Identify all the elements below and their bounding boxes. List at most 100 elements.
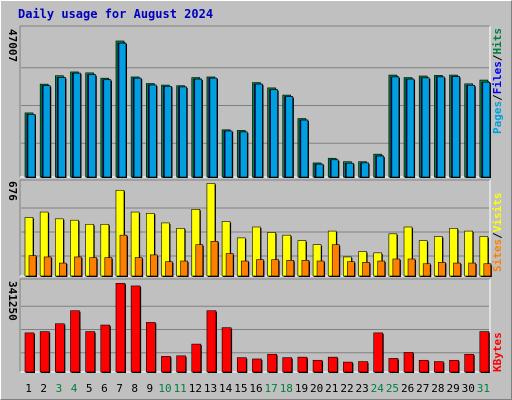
pages-bar [391, 76, 400, 178]
kbytes-bar [70, 310, 80, 373]
kbytes-bar [282, 357, 293, 373]
pages-bar [179, 86, 187, 178]
pages-bar [88, 74, 96, 178]
pages-bar [346, 162, 354, 178]
kbytes-bar [145, 322, 156, 373]
kbytes-bar [267, 353, 277, 373]
sites-bar [195, 244, 204, 277]
x-tick-label: 29 [446, 382, 459, 395]
sites-bar [422, 263, 431, 277]
legend-sites: Sites [491, 239, 504, 272]
pages-bar [315, 163, 324, 178]
x-tick-label: 13 [204, 382, 217, 395]
legend-visits: Visits [491, 193, 504, 233]
x-tick-label: 15 [234, 382, 247, 395]
sites-bar [316, 260, 325, 277]
sites-bar [149, 254, 158, 277]
sites-bar [74, 256, 82, 277]
x-tick-label: 21 [325, 382, 338, 395]
pages-bar [224, 130, 233, 178]
sites-bar [453, 262, 461, 277]
kbytes-bar [434, 361, 444, 373]
legend-hits: Hits [491, 28, 504, 55]
kbytes-max-label: 341250 [6, 281, 19, 321]
pages-bar [209, 77, 218, 178]
x-tick-label: 19 [295, 382, 308, 395]
x-tick-label: 14 [219, 382, 233, 395]
kbytes-bar [39, 331, 50, 373]
sites-bar [438, 262, 446, 277]
kbytes-bar [55, 323, 65, 373]
kbytes-bar [449, 359, 459, 373]
x-tick-label: 24 [371, 382, 385, 395]
pages-bar [73, 72, 81, 178]
x-tick-label: 10 [158, 382, 171, 395]
pages-bar [58, 77, 66, 178]
kbytes-bar [327, 356, 338, 373]
x-tick-label: 30 [462, 382, 475, 395]
legend-separator: / [491, 54, 504, 61]
sites-bar [347, 261, 355, 277]
kbytes-bar [479, 331, 490, 373]
pages-bar [421, 77, 430, 178]
sites-bar [362, 262, 370, 277]
x-tick-label: 25 [386, 382, 399, 395]
pages-bar [255, 83, 263, 178]
pages-bar [330, 159, 339, 178]
kbytes-bar [176, 355, 186, 373]
hits-max-label: 47007 [6, 29, 19, 62]
sites-bar [180, 260, 188, 277]
pages-bar [148, 84, 157, 178]
sites-bar [392, 258, 401, 277]
kbytes-bar [24, 332, 35, 373]
x-tick-label: 3 [56, 382, 63, 395]
kbytes-bar [236, 357, 247, 373]
pages-bar [482, 81, 491, 178]
pages-bar [103, 79, 112, 178]
pages-bar [27, 114, 36, 178]
sites-bar [240, 260, 249, 277]
x-tick-label: 12 [189, 382, 202, 395]
pages-bar [361, 162, 369, 178]
x-tick-label: 8 [131, 382, 138, 395]
pages-bar [285, 96, 294, 178]
sites-bar [256, 259, 264, 277]
pages-bar [118, 42, 127, 178]
x-tick-label: 5 [86, 382, 93, 395]
x-tick-label: 18 [280, 382, 293, 395]
x-tick-label: 7 [116, 382, 123, 395]
kbytes-bar [464, 353, 474, 373]
pages-bar [164, 86, 172, 178]
pages-bar [42, 85, 51, 178]
sites-bar [377, 260, 386, 277]
visits-legend: Sites/Visits [491, 193, 504, 273]
kbytes-bar [221, 327, 232, 373]
kbytes-bar [130, 285, 141, 373]
x-tick-label: 27 [416, 382, 429, 395]
sites-bar [407, 258, 416, 277]
kbytes-bar [115, 283, 126, 373]
x-tick-label: 26 [401, 382, 414, 395]
x-tick-label: 4 [71, 382, 78, 395]
sites-bar [286, 260, 295, 277]
x-tick-label: 17 [265, 382, 278, 395]
kbytes-bar [85, 331, 95, 373]
x-tick-label: 6 [101, 382, 108, 395]
kbytes-bar [343, 361, 353, 373]
sites-bar [104, 257, 113, 277]
sites-bar [301, 260, 310, 277]
sites-bar [119, 234, 128, 277]
x-tick-label: 20 [310, 382, 323, 395]
sites-bar [134, 257, 143, 277]
kbytes-bar [252, 358, 262, 373]
sites-bar [468, 262, 476, 277]
kbytes-bar [358, 361, 368, 373]
kbytes-bar [373, 332, 384, 373]
legend-pages: Pages [491, 101, 504, 134]
kbytes-bar [312, 359, 323, 373]
pages-bar [376, 155, 385, 178]
sites-bar [165, 261, 173, 277]
kbytes-bar [388, 358, 399, 373]
legend-separator: / [491, 94, 504, 101]
